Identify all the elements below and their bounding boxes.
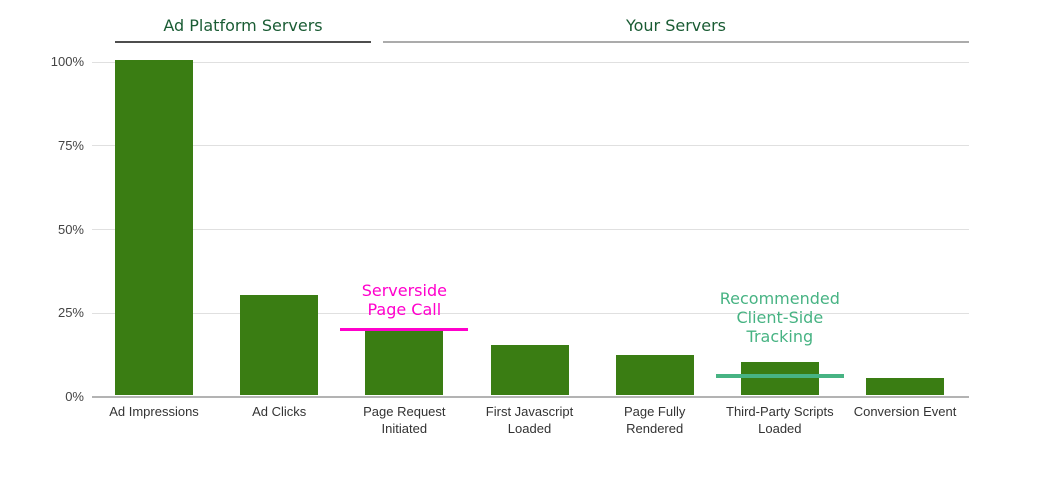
y-axis-tick-label: 0% [65,389,84,404]
bar-0 [115,60,193,395]
x-axis-category-label: Page Fully Rendered [623,404,686,436]
section-header-label: Ad Platform Servers [163,16,323,35]
gridline-25pct [92,312,969,314]
gridline-100pct [92,61,969,63]
gridline-50pct [92,229,969,230]
x-axis-category-label: Third-Party Scripts Loaded [726,404,834,436]
x-axis-category-label: Conversion Event [853,404,957,419]
gridline-75pct [92,145,969,147]
annotation-line-1 [715,373,844,378]
y-axis-tick-label: 75% [57,137,84,153]
x-axis-category-label: First Javascript Loaded [485,404,574,436]
section-underline [383,41,969,43]
plot-area: Serverside Page Call Recommended Client-S… [92,60,969,398]
y-axis-tick-label: 25% [57,305,84,321]
bar-1 [240,294,319,395]
x-axis-category-label: Ad Clicks [252,404,307,419]
section-header-your-servers: Your Servers [383,13,969,43]
section-header-ad-platform-servers: Ad Platform Servers [115,13,371,43]
y-axis-tick-label: 100% [50,54,84,69]
x-axis-category-label: Ad Impressions [109,404,199,419]
section-underline [115,41,371,43]
annotation-text-0: Serverside Page Call [361,281,447,319]
section-header-label: Your Servers [625,16,727,35]
bar-3 [490,344,569,395]
gridline-0pct [92,396,969,398]
bar-2 [365,328,444,395]
annotation-text-1: Recommended Client-Side Tracking [719,289,840,346]
annotation-line-0 [340,327,469,331]
y-axis-tick-label: 50% [57,221,84,237]
bar-6 [866,378,945,395]
x-axis: Ad Impressions Ad Clicks Page Request Init… [92,403,969,443]
bar-5 [740,361,819,395]
x-axis-category-label: Page Request Initiated [363,404,446,436]
bar-4 [615,354,694,395]
